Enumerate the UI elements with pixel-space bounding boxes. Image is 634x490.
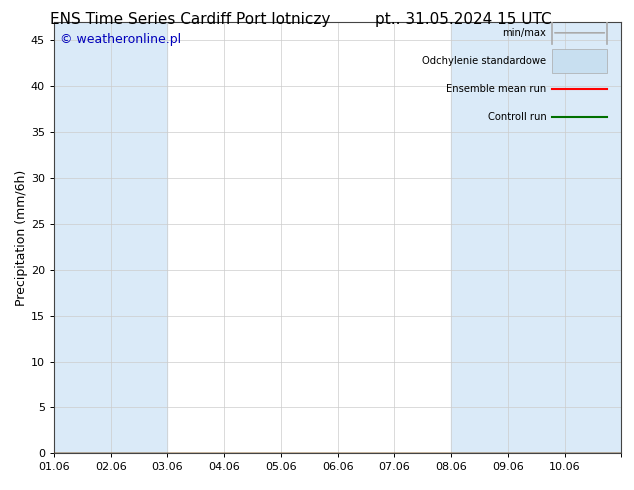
Bar (552, 49, 607, 73)
Text: ENS Time Series Cardiff Port lotniczy: ENS Time Series Cardiff Port lotniczy (50, 12, 330, 27)
Bar (508, 22, 564, 453)
Text: min/max: min/max (503, 28, 547, 38)
Text: Ensemble mean run: Ensemble mean run (446, 84, 547, 94)
Bar (110, 22, 167, 453)
Text: Controll run: Controll run (488, 112, 547, 122)
Y-axis label: Precipitation (mm/6h): Precipitation (mm/6h) (15, 170, 28, 306)
Text: pt.. 31.05.2024 15 UTC: pt.. 31.05.2024 15 UTC (375, 12, 551, 27)
Bar (451, 22, 508, 453)
Text: © weatheronline.pl: © weatheronline.pl (60, 33, 181, 46)
Bar (54, 22, 110, 453)
Bar (564, 22, 621, 453)
Text: Odchylenie standardowe: Odchylenie standardowe (422, 56, 547, 66)
